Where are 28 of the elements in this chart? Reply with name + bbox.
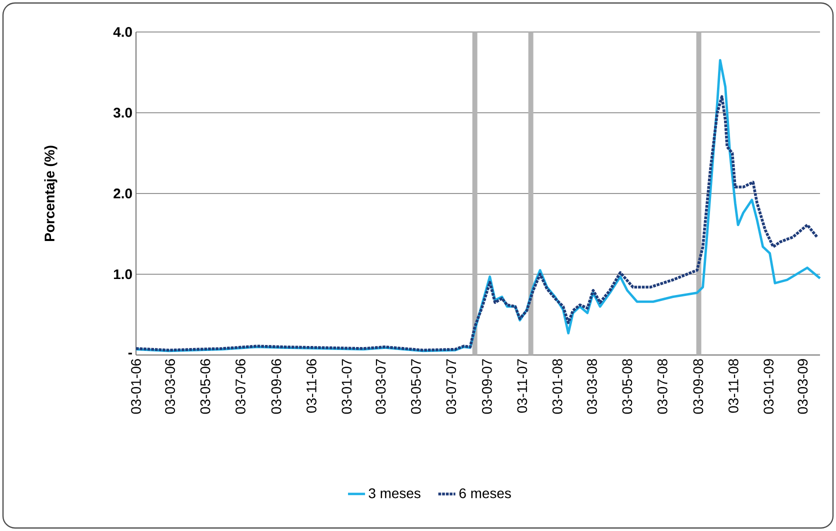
x-tick-label: 03-07-06 (236, 359, 246, 414)
x-tick-label: 03-11-07 (517, 359, 528, 413)
y-tick-label: - (128, 352, 132, 354)
x-tick-label: 03-09-08 (693, 359, 704, 414)
x-tick-label: 03-01-09 (764, 359, 774, 414)
x-tick-label: 03-07-07 (446, 359, 456, 414)
y-tick-label: 3.0 (113, 108, 132, 118)
x-tick-label: 03-09-06 (271, 359, 282, 414)
x-tick-label: 03-01-08 (552, 359, 562, 414)
x-tick-label: 03-03-08 (587, 359, 597, 414)
x-tick-label: 03-01-06 (131, 359, 141, 414)
y-tick-label: 1.0 (114, 269, 132, 280)
y-tick-label: 4.0 (113, 27, 132, 37)
x-tick-label: 03-03-09 (798, 359, 808, 414)
x-tick-label: 03-01-07 (342, 359, 352, 414)
y-axis-title: Porcentaje (%) (44, 146, 58, 241)
x-tick-label: 03-05-06 (200, 359, 210, 414)
x-tick-label: 03-03-07 (376, 359, 386, 414)
x-tick-label: 03-05-08 (622, 359, 632, 414)
x-tick-label: 03-09-07 (482, 359, 492, 414)
x-tick-label: 03-03-06 (165, 359, 176, 414)
x-tick-label: 03-11-06 (306, 359, 316, 413)
legend-label: 3 meses (368, 488, 420, 498)
legend-label: 6 meses (459, 488, 511, 498)
y-tick-label: 2.0 (114, 188, 132, 198)
x-tick-label: 03-07-08 (657, 359, 668, 414)
x-tick-label: 03-05-07 (411, 359, 421, 414)
x-tick-label: 03-11-08 (728, 359, 738, 413)
